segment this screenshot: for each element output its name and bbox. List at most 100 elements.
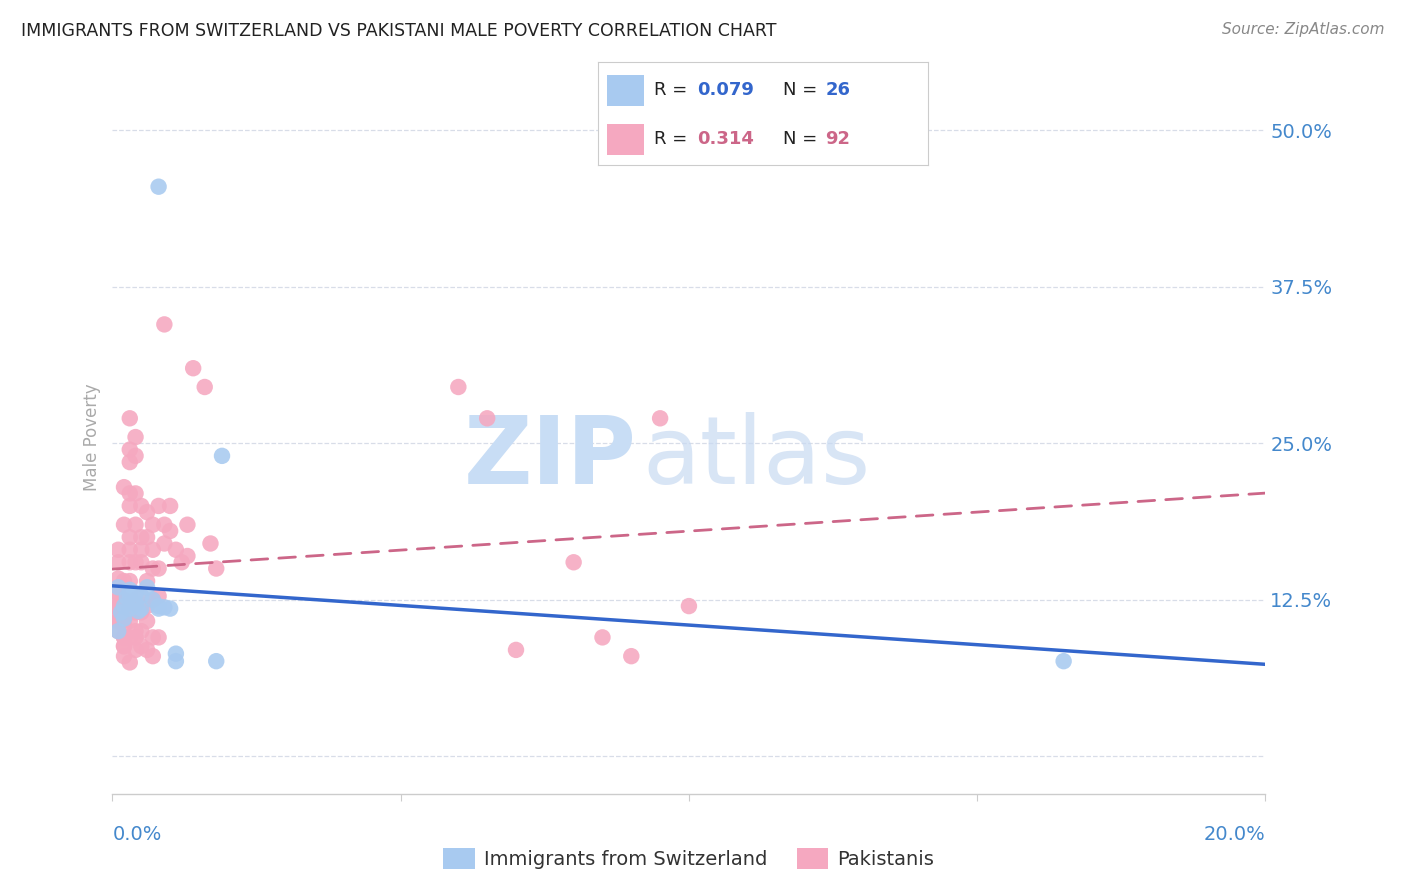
Point bbox=[107, 542, 129, 557]
Point bbox=[159, 601, 181, 615]
Legend: Immigrants from Switzerland, Pakistanis: Immigrants from Switzerland, Pakistanis bbox=[436, 840, 942, 877]
Point bbox=[118, 614, 141, 628]
Point bbox=[153, 318, 176, 332]
Point bbox=[447, 380, 470, 394]
Point bbox=[118, 589, 141, 603]
Point bbox=[124, 486, 146, 500]
Point bbox=[505, 643, 527, 657]
Point bbox=[170, 555, 193, 569]
Point bbox=[176, 549, 198, 563]
FancyBboxPatch shape bbox=[607, 124, 644, 155]
Text: Source: ZipAtlas.com: Source: ZipAtlas.com bbox=[1222, 22, 1385, 37]
Point bbox=[124, 517, 146, 532]
Point bbox=[112, 599, 135, 613]
Point bbox=[136, 599, 159, 613]
Point bbox=[129, 530, 153, 544]
Point bbox=[562, 555, 585, 569]
Point bbox=[142, 649, 165, 664]
Point bbox=[205, 561, 228, 575]
Point bbox=[148, 179, 170, 194]
Point bbox=[148, 601, 170, 615]
Point bbox=[648, 411, 672, 425]
Point bbox=[112, 639, 135, 653]
Point bbox=[118, 601, 141, 615]
Point bbox=[118, 582, 141, 597]
Point bbox=[153, 600, 176, 615]
Point bbox=[205, 654, 228, 668]
Text: ZIP: ZIP bbox=[464, 412, 637, 505]
Point bbox=[142, 631, 165, 645]
Point bbox=[124, 605, 146, 619]
Point bbox=[200, 536, 222, 550]
Point bbox=[129, 555, 153, 569]
Point bbox=[129, 589, 153, 603]
Point bbox=[142, 592, 165, 607]
Text: R =: R = bbox=[654, 130, 693, 148]
Point bbox=[112, 601, 135, 615]
Point bbox=[165, 647, 187, 661]
Point bbox=[118, 555, 141, 569]
Point bbox=[112, 517, 135, 532]
Point bbox=[176, 517, 198, 532]
Point bbox=[107, 614, 129, 628]
Point bbox=[620, 649, 643, 664]
Point bbox=[142, 517, 165, 532]
Point bbox=[124, 592, 146, 607]
Point bbox=[1052, 654, 1074, 668]
Text: 26: 26 bbox=[825, 81, 851, 99]
Point bbox=[124, 449, 146, 463]
Point bbox=[107, 580, 129, 594]
Text: 0.079: 0.079 bbox=[697, 81, 754, 99]
Point bbox=[129, 499, 153, 513]
Point bbox=[112, 631, 135, 645]
Point bbox=[118, 499, 141, 513]
Point bbox=[107, 614, 129, 628]
Point bbox=[129, 542, 153, 557]
Point bbox=[107, 580, 129, 594]
Point bbox=[124, 586, 146, 600]
Point bbox=[107, 572, 129, 586]
Point bbox=[129, 589, 153, 603]
Point bbox=[153, 536, 176, 550]
Text: atlas: atlas bbox=[643, 412, 872, 505]
Point bbox=[107, 599, 129, 613]
Point bbox=[165, 654, 187, 668]
Point bbox=[124, 631, 146, 645]
Point bbox=[136, 574, 159, 588]
Point bbox=[118, 631, 141, 645]
Text: 20.0%: 20.0% bbox=[1204, 824, 1265, 844]
Text: 92: 92 bbox=[825, 130, 851, 148]
Point bbox=[136, 643, 159, 657]
Point bbox=[129, 605, 153, 619]
Text: N =: N = bbox=[783, 130, 823, 148]
Point bbox=[136, 580, 159, 594]
Point bbox=[148, 499, 170, 513]
Point bbox=[124, 430, 146, 444]
Point bbox=[112, 639, 135, 653]
Point bbox=[118, 442, 141, 457]
Point bbox=[107, 601, 129, 615]
Point bbox=[592, 631, 614, 645]
Point bbox=[118, 411, 141, 425]
Point bbox=[148, 561, 170, 575]
Point bbox=[165, 542, 187, 557]
Point bbox=[136, 505, 159, 519]
Point bbox=[129, 601, 153, 615]
Point bbox=[142, 542, 165, 557]
Point bbox=[110, 605, 132, 619]
Point bbox=[124, 643, 146, 657]
Point bbox=[118, 601, 141, 615]
Point bbox=[124, 555, 146, 569]
Text: N =: N = bbox=[783, 81, 823, 99]
Point bbox=[129, 639, 153, 653]
Point bbox=[136, 530, 159, 544]
Point bbox=[181, 361, 204, 376]
Point bbox=[107, 592, 129, 607]
Point bbox=[112, 631, 135, 645]
Point bbox=[136, 614, 159, 628]
Point bbox=[159, 499, 181, 513]
Point bbox=[142, 592, 165, 607]
Point bbox=[112, 612, 135, 626]
Point bbox=[124, 597, 146, 611]
Point bbox=[211, 449, 233, 463]
